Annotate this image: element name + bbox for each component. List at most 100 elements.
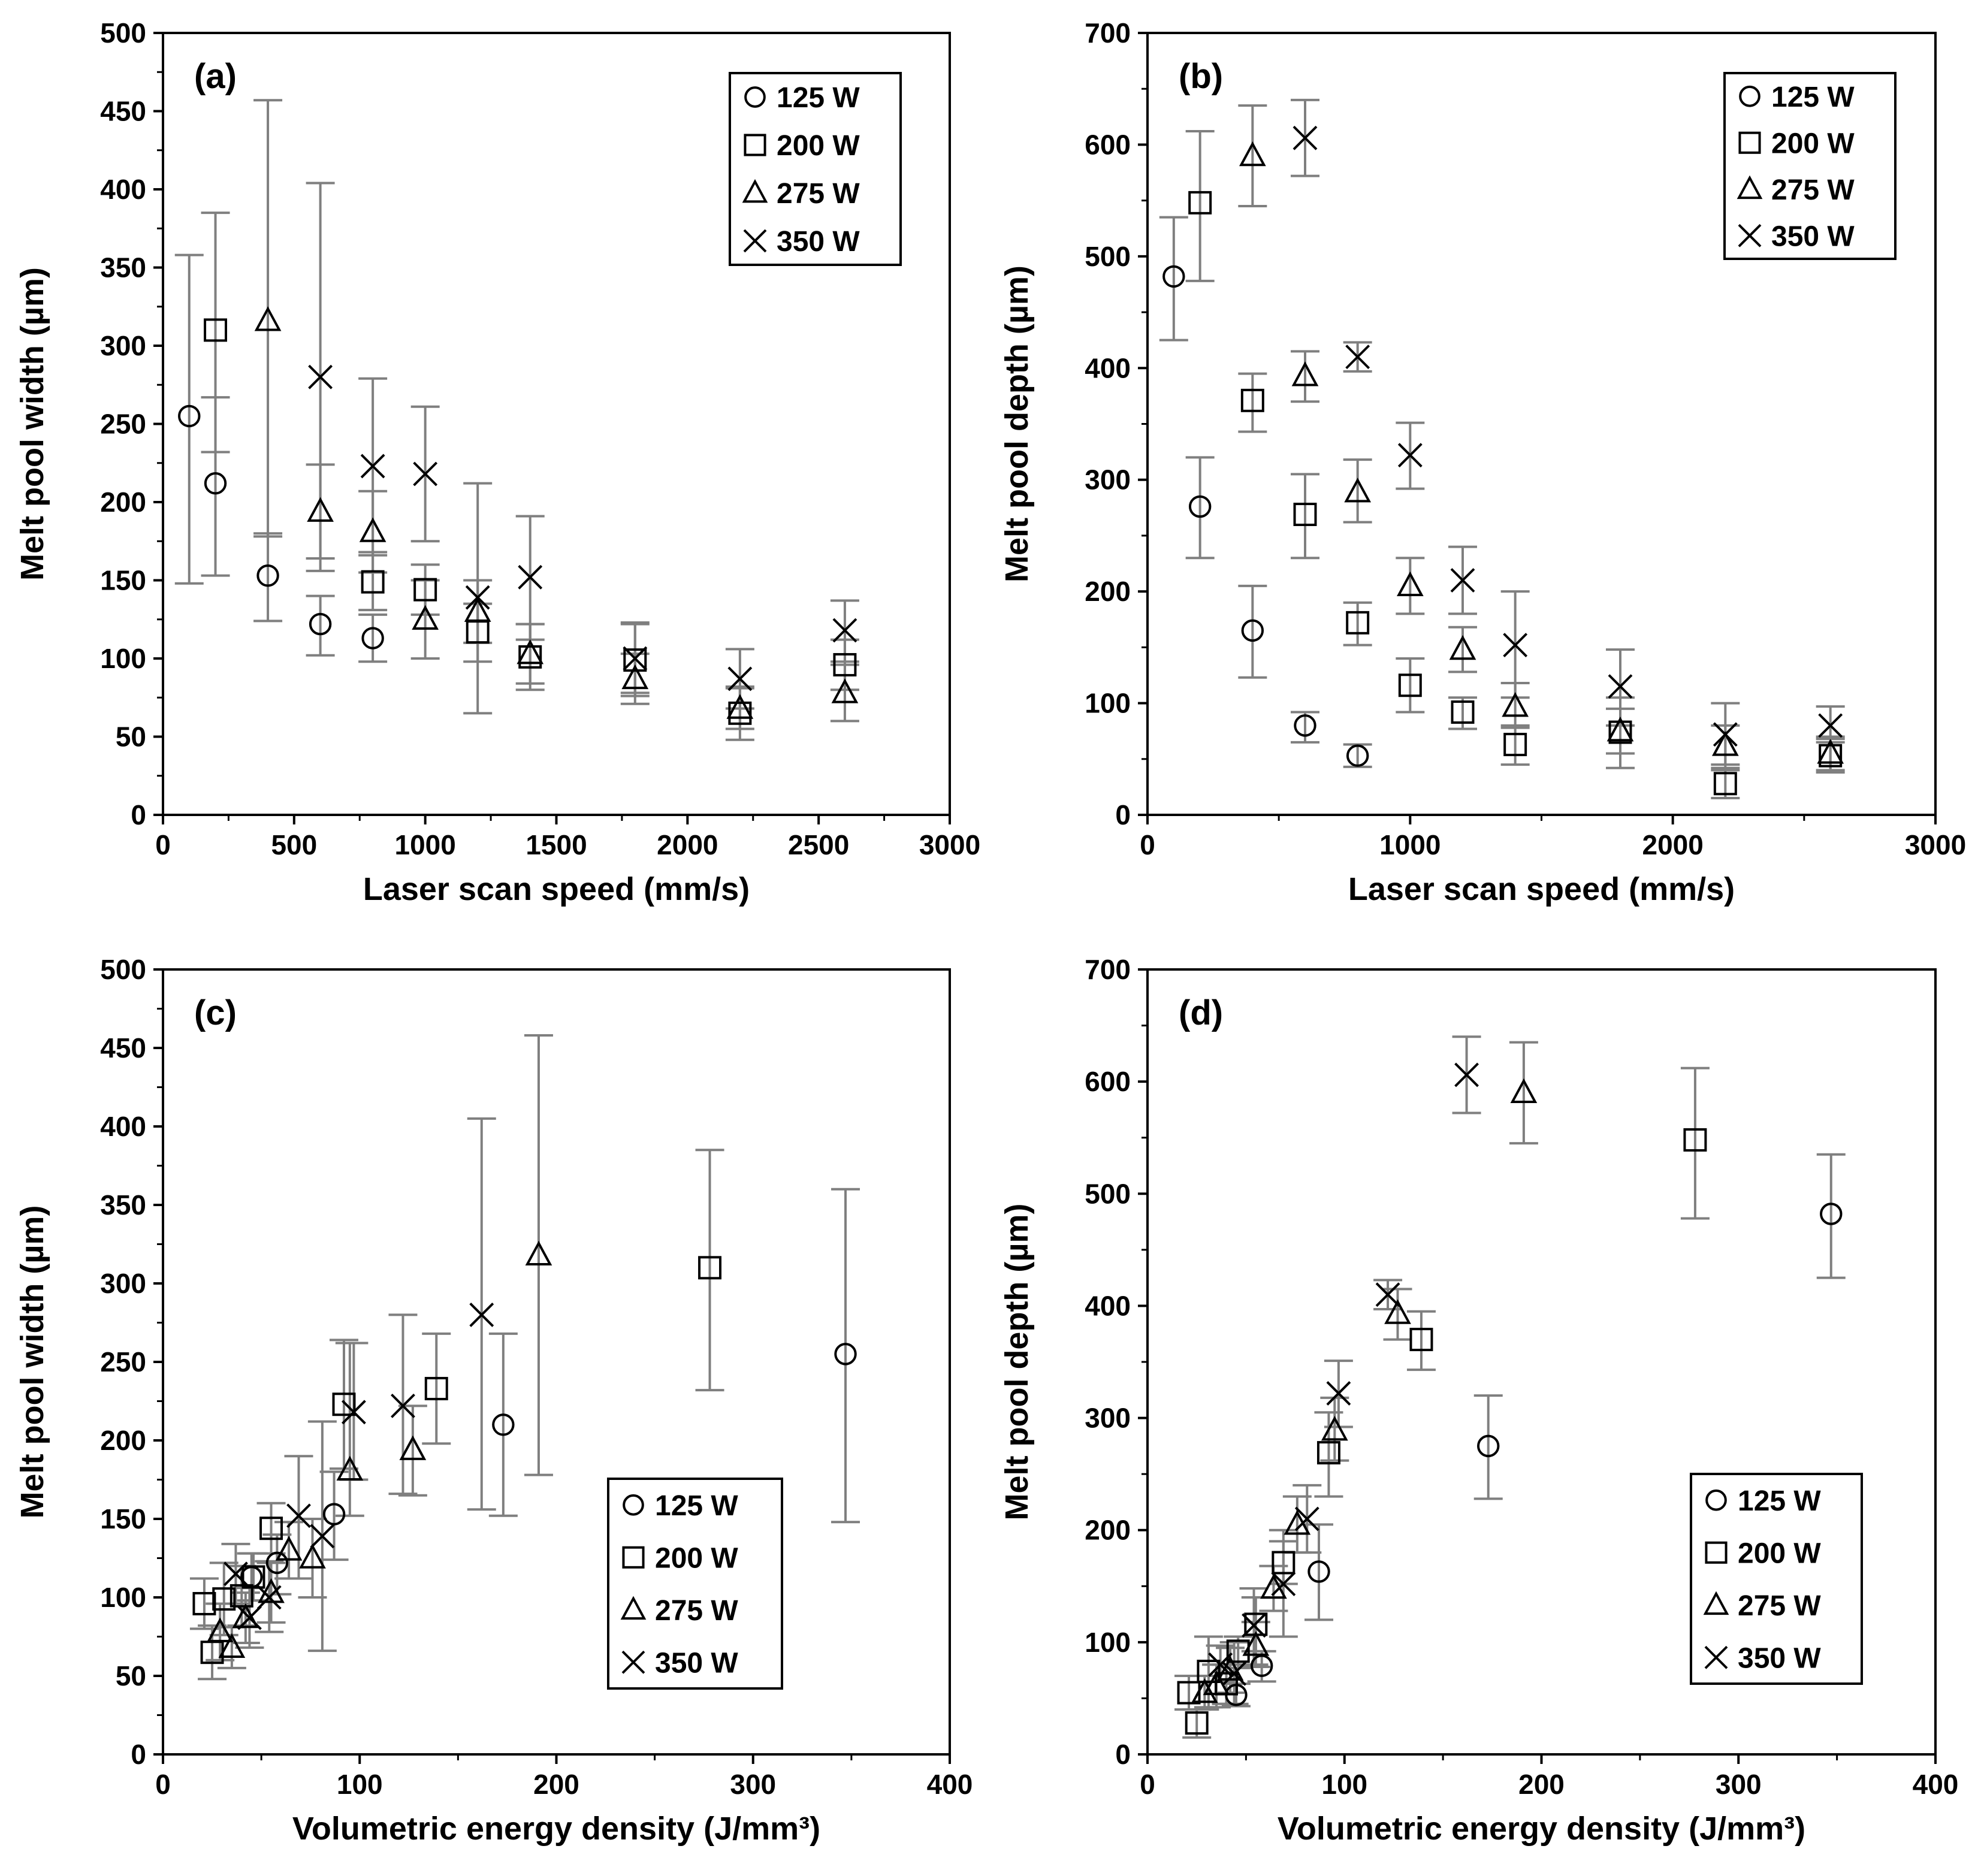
panel-d-legend-label-125w: 125 W: [1738, 1485, 1821, 1517]
b-data-point-square: [1451, 700, 1475, 724]
panel-a-label: (a): [194, 57, 237, 96]
b-x-tick-label: 2000: [1642, 829, 1703, 860]
d-y-tick-label: 300: [1085, 1403, 1131, 1434]
b-y-tick-label: 200: [1085, 576, 1131, 607]
panel-c-axes: 0 100 200 300 400 0 50 100 150 200 250 300 350 400 450…: [100, 954, 973, 1800]
panel-a-y-axis-title: Melt pool width (µm): [14, 267, 50, 581]
c-data-point-circle: [265, 1551, 289, 1575]
b-data-point-square: [1398, 673, 1422, 697]
c-x-tick-label: 100: [337, 1769, 383, 1800]
panel-d-legend-label-350w: 350 W: [1738, 1642, 1821, 1674]
panel-d-legend-entry-125w: 125 W: [1705, 1485, 1821, 1517]
a-x-tick-label: 1000: [394, 829, 455, 860]
panel-a-axes: 0 500 1000 1500 2000 2500 3000 0 50 100 150 200 250 3…: [100, 17, 980, 860]
b-data-point-x: [1397, 443, 1423, 468]
b-data-point-x: [1713, 722, 1738, 747]
triangle-marker-icon: [1737, 175, 1763, 200]
c-data-point-square: [229, 1584, 253, 1608]
d-data-point-square: [1272, 1551, 1296, 1575]
a-y-tick-label: 300: [100, 330, 146, 361]
d-data-point-x: [1294, 1506, 1319, 1531]
b-data-point-square: [1713, 772, 1737, 796]
panel-a-legend-entry-125w: 125 W: [744, 82, 860, 114]
c-y-tick-label: 350: [100, 1189, 146, 1221]
panel-b-x-axis-title: Laser scan speed (mm/s): [1348, 871, 1735, 907]
x-marker-icon: [1704, 1645, 1728, 1669]
a-y-tick-label: 450: [100, 96, 146, 127]
c-y-tick-label: 50: [116, 1660, 146, 1691]
panel-a-legend-entry-200w: 200 W: [744, 130, 860, 162]
b-data-point-circle: [1294, 714, 1316, 737]
a-data-point-square: [833, 652, 857, 676]
c-y-tick-label: 150: [100, 1503, 146, 1534]
b-y-tick-label: 400: [1085, 352, 1131, 383]
square-marker-icon: [622, 1546, 645, 1569]
b-y-tick-label: 100: [1085, 688, 1131, 719]
panel-c-error-bars: [189, 1034, 860, 1681]
square-marker-icon: [1705, 1541, 1728, 1564]
c-data-point-square: [259, 1516, 283, 1540]
a-data-point-square: [204, 318, 228, 342]
d-data-point-x: [1208, 1652, 1233, 1677]
panel-c-x-axis-title: Volumetric energy density (J/mm³): [292, 1811, 820, 1847]
d-data-point-x: [1326, 1380, 1351, 1406]
a-y-tick-label: 250: [100, 409, 146, 440]
a-data-point-square: [623, 648, 647, 672]
b-data-point-x: [1608, 674, 1633, 699]
b-x-tick-label: 3000: [1905, 829, 1966, 860]
c-data-point-x: [310, 1524, 335, 1549]
square-marker-icon: [1738, 131, 1761, 154]
b-data-point-square: [1503, 733, 1527, 757]
triangle-marker-icon: [620, 1596, 647, 1620]
c-y-tick-label: 200: [100, 1425, 146, 1456]
b-data-point-triangle: [1502, 692, 1529, 717]
panel-b-legend-entry-350w: 350 W: [1738, 220, 1855, 252]
panel-c-legend-label-125w: 125 W: [655, 1490, 738, 1522]
panel-b-legend-entry-275w: 275 W: [1737, 174, 1855, 206]
c-data-point-triangle: [275, 1536, 303, 1561]
triangle-marker-icon: [1703, 1591, 1729, 1615]
a-x-tick-label: 0: [155, 829, 171, 860]
panel-d-legend-entry-200w: 200 W: [1705, 1537, 1821, 1569]
panel-a-markers: [178, 306, 859, 725]
c-data-point-x: [286, 1503, 311, 1528]
b-data-point-square: [1293, 503, 1317, 526]
a-x-tick-label: 2500: [788, 829, 849, 860]
panel-b-legend-entry-200w: 200 W: [1738, 128, 1855, 159]
b-data-point-x: [1345, 345, 1370, 370]
a-data-point-x: [832, 618, 857, 643]
c-data-point-square: [241, 1565, 265, 1589]
panel-d-legend-entry-350w: 350 W: [1704, 1642, 1821, 1674]
b-data-point-square: [1819, 744, 1843, 768]
square-marker-icon: [744, 134, 766, 156]
d-x-tick-label: 400: [1913, 1769, 1959, 1800]
circle-marker-icon: [623, 1494, 644, 1516]
d-data-point-triangle: [1242, 1631, 1270, 1656]
circle-marker-icon: [1705, 1489, 1727, 1511]
a-data-point-triangle: [621, 664, 649, 690]
d-data-point-x: [1375, 1282, 1400, 1307]
c-data-point-triangle: [399, 1435, 427, 1460]
d-data-point-square: [1409, 1328, 1433, 1352]
b-data-point-triangle: [1239, 141, 1266, 167]
a-data-point-triangle: [464, 597, 491, 622]
a-data-point-x: [623, 646, 648, 671]
c-data-point-triangle: [206, 1617, 234, 1642]
d-y-tick-label: 0: [1115, 1739, 1131, 1770]
c-x-tick-label: 200: [533, 1769, 579, 1800]
a-data-point-square: [518, 645, 542, 669]
c-data-point-circle: [322, 1503, 346, 1525]
x-marker-icon: [743, 229, 767, 253]
circle-marker-icon: [1739, 85, 1760, 107]
a-data-point-triangle: [517, 639, 544, 664]
panel-b-legend-label-275w: 275 W: [1771, 174, 1855, 206]
b-data-point-triangle: [1291, 361, 1319, 386]
d-y-tick-label: 100: [1085, 1627, 1131, 1658]
c-data-point-triangle: [299, 1543, 326, 1569]
panel-c-legend-entry-275w: 275 W: [620, 1595, 738, 1627]
c-y-tick-label: 250: [100, 1346, 146, 1377]
panel-b-y-axis-title: Melt pool depth (µm): [999, 265, 1035, 582]
circle-marker-icon: [744, 86, 766, 108]
